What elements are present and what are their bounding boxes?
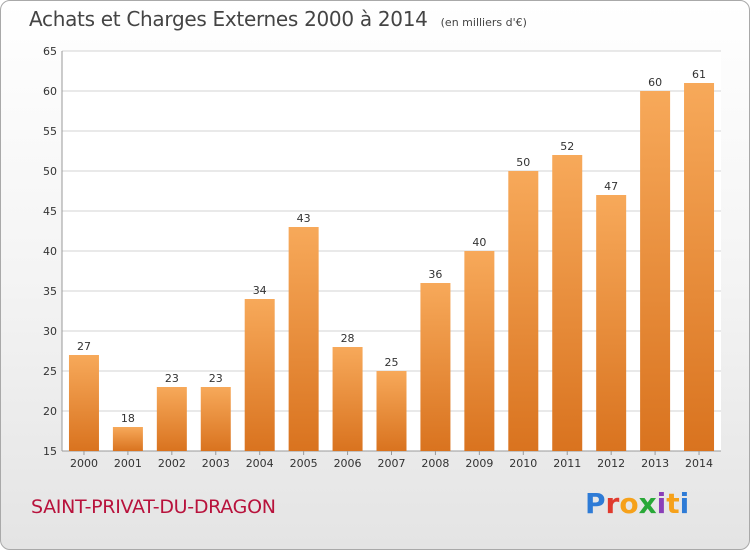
logo-letter: o — [619, 487, 639, 520]
bar — [640, 91, 671, 451]
y-tick-label: 45 — [43, 205, 57, 218]
logo-letter: i — [656, 487, 667, 520]
chart-header: Achats et Charges Externes 2000 à 2014 (… — [29, 7, 527, 31]
bar-value-label: 47 — [604, 180, 618, 193]
bar — [684, 83, 715, 451]
chart-subtitle: (en milliers d'€) — [440, 16, 527, 29]
y-tick-label: 25 — [43, 365, 57, 378]
bar-value-label: 28 — [341, 332, 355, 345]
proxiti-logo: Proxiti — [585, 487, 689, 520]
y-tick-label: 40 — [43, 245, 57, 258]
bar — [376, 371, 407, 451]
y-tick-label: 30 — [43, 325, 57, 338]
y-tick-label: 50 — [43, 165, 57, 178]
bar-value-label: 60 — [648, 76, 662, 89]
y-tick-label: 35 — [43, 285, 57, 298]
bar — [68, 355, 99, 451]
x-tick-label: 2004 — [246, 457, 274, 470]
y-tick-label: 55 — [43, 125, 57, 138]
bar-value-label: 43 — [297, 212, 311, 225]
bar-value-label: 36 — [428, 268, 442, 281]
chart-title: Achats et Charges Externes 2000 à 2014 — [29, 7, 428, 31]
bar — [288, 227, 319, 451]
bar-value-label: 23 — [165, 372, 179, 385]
logo-letter: t — [666, 487, 680, 520]
x-tick-label: 2009 — [465, 457, 493, 470]
logo-letter: P — [585, 487, 606, 520]
bar — [552, 155, 583, 451]
bar-value-label: 34 — [253, 284, 267, 297]
bar-value-label: 18 — [121, 412, 135, 425]
y-tick-label: 65 — [43, 45, 57, 58]
x-tick-label: 2007 — [378, 457, 406, 470]
bar — [596, 195, 627, 451]
bar-value-label: 50 — [516, 156, 530, 169]
bar — [420, 283, 451, 451]
x-tick-label: 2010 — [509, 457, 537, 470]
logo-letter: x — [638, 487, 657, 520]
x-tick-label: 2003 — [202, 457, 230, 470]
logo-letter: r — [605, 487, 620, 520]
bar-value-label: 52 — [560, 140, 574, 153]
x-tick-label: 2008 — [421, 457, 449, 470]
logo-letter: i — [679, 487, 690, 520]
y-tick-label: 15 — [43, 445, 57, 458]
bar — [508, 171, 539, 451]
x-tick-label: 2002 — [158, 457, 186, 470]
x-tick-label: 2012 — [597, 457, 625, 470]
bar — [464, 251, 495, 451]
bar-value-label: 40 — [472, 236, 486, 249]
x-tick-label: 2014 — [685, 457, 713, 470]
bar — [244, 299, 275, 451]
bar — [200, 387, 231, 451]
bar — [112, 427, 143, 451]
bar-value-label: 27 — [77, 340, 91, 353]
bar — [156, 387, 187, 451]
y-tick-label: 60 — [43, 85, 57, 98]
x-tick-label: 2000 — [70, 457, 98, 470]
commune-name: SAINT-PRIVAT-DU-DRAGON — [31, 496, 276, 518]
x-tick-label: 2005 — [290, 457, 318, 470]
bar-value-label: 25 — [385, 356, 399, 369]
x-tick-label: 2013 — [641, 457, 669, 470]
bar-value-label: 61 — [692, 68, 706, 81]
bar — [332, 347, 363, 451]
x-tick-label: 2001 — [114, 457, 142, 470]
bar-value-label: 23 — [209, 372, 223, 385]
x-tick-label: 2011 — [553, 457, 581, 470]
y-tick-label: 20 — [43, 405, 57, 418]
x-tick-label: 2006 — [334, 457, 362, 470]
